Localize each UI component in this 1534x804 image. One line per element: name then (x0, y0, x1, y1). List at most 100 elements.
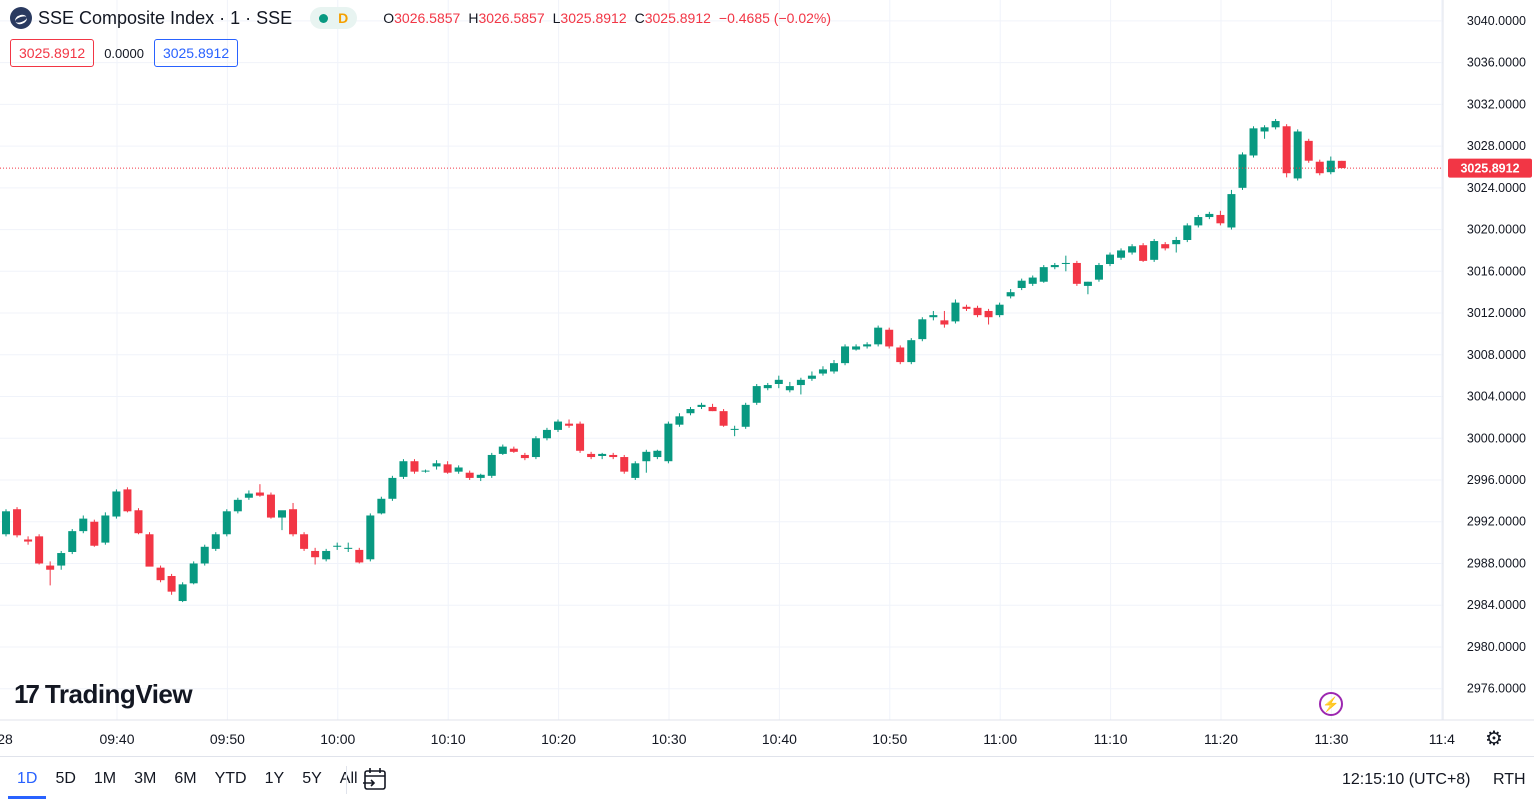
range-selector: 1D 5D 1M 3M 6M YTD 1Y 5Y All (8, 770, 367, 799)
candle-body (211, 534, 220, 549)
candle-body (1326, 160, 1335, 173)
candle-body (200, 546, 209, 564)
clock-timezone[interactable]: 12:15:10 (UTC+8) (1342, 771, 1471, 788)
range-1y-button[interactable]: 1Y (264, 770, 285, 787)
candle-body (1139, 245, 1148, 261)
open-value: 3026.5857 (394, 10, 461, 26)
candle-body (653, 450, 662, 458)
time-tick-label: 11:4 (1429, 731, 1455, 747)
candle-body (509, 448, 518, 452)
candles (2, 118, 1346, 603)
candle-body (708, 406, 717, 412)
candle-body (410, 461, 419, 472)
candle-body (830, 363, 838, 372)
time-tick-label: 09:50 (210, 731, 245, 747)
price-tick-label: 3020.0000 (1467, 223, 1526, 237)
candle-body (796, 379, 805, 386)
candle-body (1106, 254, 1114, 264)
time-tick-label: 10:40 (762, 731, 797, 747)
high-value: 3026.5857 (478, 10, 545, 26)
candle-body (13, 509, 22, 536)
candle-body (101, 515, 110, 543)
market-status-pill[interactable]: D (310, 7, 358, 29)
range-6m-button[interactable]: 6M (174, 770, 197, 787)
candle-body (929, 315, 938, 318)
candle-body (1028, 277, 1037, 284)
candle-body (498, 446, 507, 454)
time-tick-label: 10:50 (872, 731, 907, 747)
candle-body (675, 416, 684, 425)
candle-body (818, 369, 827, 374)
goto-date-icon[interactable] (362, 767, 388, 791)
session-toggle[interactable]: RTH (1493, 771, 1526, 788)
price-tick-label: 3000.0000 (1467, 431, 1526, 445)
lightning-icon[interactable]: ⚡ (1319, 692, 1343, 716)
data-delay-badge: D (338, 10, 349, 26)
candle-body (1072, 262, 1081, 284)
candle-body (366, 515, 375, 560)
buy-button[interactable]: 3025.8912 (153, 39, 239, 67)
candle-body (333, 545, 342, 547)
candle-body (189, 563, 198, 584)
time-tick-label: 28 (0, 731, 13, 747)
price-tick-label: 3032.0000 (1467, 97, 1526, 111)
candle-body (863, 344, 872, 347)
candle-body (852, 346, 861, 350)
range-5d-button[interactable]: 5D (55, 770, 76, 787)
change-value: −0.4685 (−0.02%) (718, 10, 832, 26)
candle-body (266, 494, 275, 518)
logo-text: TradingView (44, 679, 193, 709)
ohlc-values: O3026.5857 H3026.5857 L3025.8912 C3025.8… (383, 10, 831, 26)
candle-body (807, 375, 816, 379)
candle-body (399, 461, 408, 477)
candle-body (24, 539, 33, 542)
range-1m-button[interactable]: 1M (93, 770, 117, 787)
candle-body (156, 567, 165, 581)
symbol-title[interactable]: SSE Composite Index · 1 · SSE (38, 7, 293, 28)
legend-header: SSE Composite Index · 1 · SSE D O3026.58… (10, 7, 831, 29)
range-ytd-button[interactable]: YTD (214, 770, 247, 787)
close-label: C (634, 10, 645, 26)
gear-icon[interactable]: ⚙ (1485, 728, 1503, 750)
price-tick-label: 2976.0000 (1467, 682, 1526, 696)
symbol-logo-icon (10, 7, 32, 29)
candle-body (1194, 217, 1203, 226)
candle-body (1282, 126, 1291, 174)
candle-body (1337, 160, 1346, 169)
price-tick-label: 2988.0000 (1467, 556, 1526, 570)
candle-body (1293, 131, 1302, 179)
candle-body (1260, 127, 1269, 132)
candle-body (609, 454, 618, 458)
candle-body (741, 404, 750, 427)
range-1d-button[interactable]: 1D (8, 770, 47, 799)
candle-body (1315, 161, 1324, 174)
candle-body (1238, 154, 1247, 188)
range-5y-button[interactable]: 5Y (302, 770, 322, 787)
range-all-button[interactable]: All (339, 770, 358, 787)
candle-body (664, 423, 673, 462)
tradingview-logo[interactable]: 17 TradingView (14, 679, 193, 710)
last-price-text: 3025.8912 (1460, 162, 1519, 176)
candle-body (1017, 280, 1026, 288)
range-3m-button[interactable]: 3M (134, 770, 157, 787)
candle-body (642, 451, 651, 462)
time-tick-label: 11:00 (983, 731, 1017, 747)
candle-body (487, 454, 496, 476)
price-tick-label: 3008.0000 (1467, 348, 1526, 362)
market-open-dot-icon (319, 13, 329, 23)
candle-body (244, 493, 253, 498)
candle-body (35, 536, 44, 564)
candle-body (554, 421, 562, 430)
sell-button[interactable]: 3025.8912 (10, 39, 95, 67)
price-tick-label: 3040.0000 (1467, 14, 1526, 28)
candle-body (278, 510, 286, 518)
candle-body (874, 327, 883, 345)
time-tick-label: 10:10 (431, 731, 466, 747)
candle-body (730, 428, 739, 430)
toolbar-separator (346, 766, 347, 794)
bottom-toolbar: 1D 5D 1M 3M 6M YTD 1Y 5Y All 12:15:10 (UTC+8) RT… (0, 756, 1534, 804)
candle-body (918, 319, 927, 340)
candle-body (1172, 240, 1181, 245)
candle-body (1249, 128, 1258, 156)
